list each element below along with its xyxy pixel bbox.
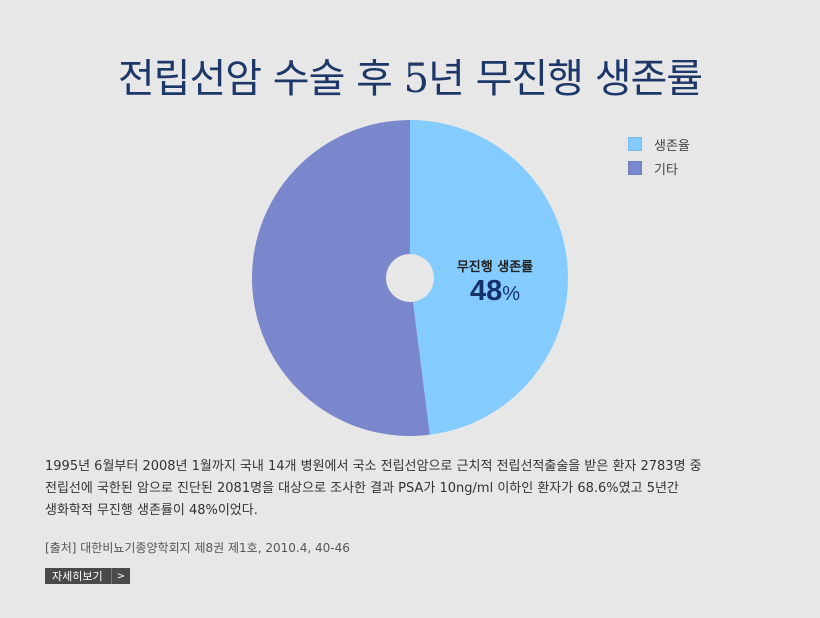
pie-slice-survival — [410, 120, 569, 435]
slice-value-number: 48 — [469, 275, 503, 307]
legend-item-other: 기타 — [628, 156, 690, 180]
legend-label: 생존율 — [654, 138, 690, 154]
legend-swatch — [628, 137, 642, 151]
pie-center-hole — [386, 254, 434, 302]
legend-label: 기타 — [654, 162, 678, 178]
description-line: 생화학적 무진행 생존률이 48%이었다. — [45, 503, 258, 518]
legend-item-survival: 생존율 — [628, 132, 690, 156]
more-details-button[interactable]: 자세히보기 > — [45, 568, 130, 584]
chevron-right-icon: > — [110, 568, 130, 584]
description: 1995년 6월부터 2008년 1월까지 국내 14개 병원에서 국소 전립선… — [45, 456, 785, 522]
legend: 생존율 기타 — [628, 132, 690, 180]
source-citation: [출처] 대한비뇨기종양학회지 제8권 제1호, 2010.4, 40-46 — [45, 541, 350, 555]
chart-title: 전립선암 수술 후 5년 무진행 생존률 — [117, 56, 703, 102]
description-line: 1995년 6월부터 2008년 1월까지 국내 14개 병원에서 국소 전립선… — [45, 459, 702, 474]
pie-slice-other — [252, 120, 430, 436]
slice-value-unit: % — [502, 283, 521, 305]
legend-swatch — [628, 161, 642, 175]
description-line: 전립선에 국한된 암으로 진단된 2081명을 대상으로 조사한 결과 PSA가… — [45, 481, 679, 496]
slice-value: 48% — [440, 275, 550, 308]
more-details-label: 자세히보기 — [52, 570, 103, 583]
slice-label: 무진행 생존률 — [456, 260, 534, 275]
